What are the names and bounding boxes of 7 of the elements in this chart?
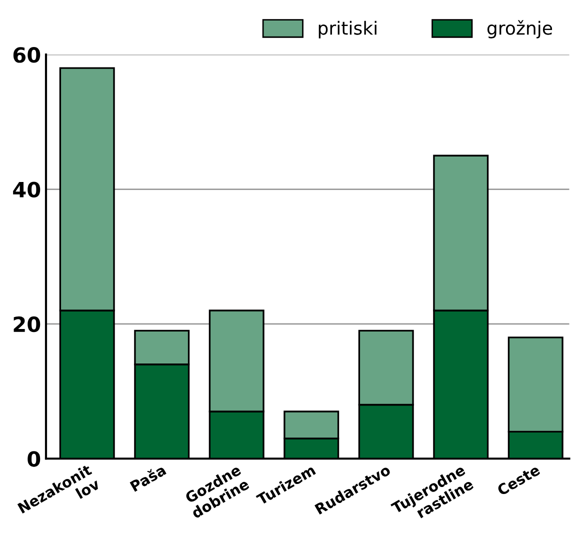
legend-label: grožnje xyxy=(487,20,552,38)
y-tick-label: 20 xyxy=(14,316,40,332)
y-tick-label: 40 xyxy=(13,182,40,198)
legend-label: pritiski xyxy=(318,20,376,38)
y-tick-label: 60 xyxy=(13,47,40,63)
x-tick-label: Paša xyxy=(129,464,167,492)
y-tick-label: 0 xyxy=(28,451,40,467)
